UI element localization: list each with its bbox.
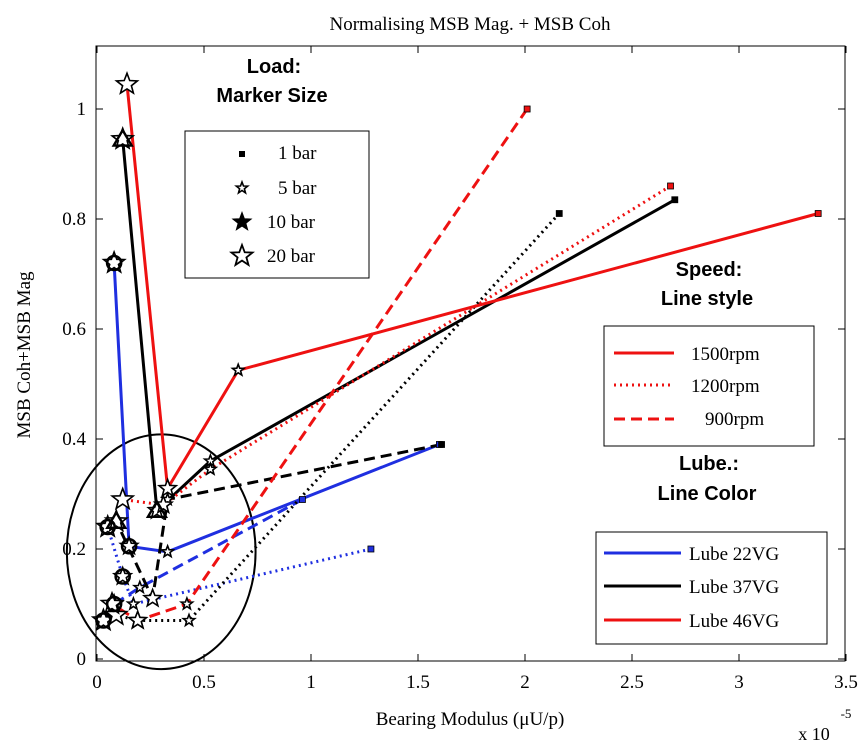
x-tick-label: 0 [92, 672, 102, 693]
data-point-1bar [667, 182, 674, 190]
y-tick-label: 1 [77, 99, 87, 120]
data-point-1bar [438, 441, 445, 448]
data-point-circle [105, 254, 123, 272]
x-axis-label: Bearing Modulus (μU/p) [376, 709, 565, 730]
load-legend-item-4: 20 bar [267, 246, 316, 267]
data-point-triangle [111, 127, 134, 147]
data-point-star [179, 595, 195, 611]
x-tick-label: 0.5 [192, 672, 216, 693]
data-point-star [101, 249, 127, 274]
y-tick-label: 0 [77, 649, 87, 670]
y-tick-label: 0.8 [62, 209, 86, 230]
lube-legend-item-3: Lube 46VG [689, 611, 780, 632]
data-point-star [141, 587, 164, 608]
x-tick-label: 1.5 [406, 672, 430, 693]
series-line [122, 184, 672, 507]
x-tick-label: 3.5 [834, 672, 858, 693]
data-point-1bar [814, 210, 822, 217]
data-point-1bar [671, 196, 679, 204]
x-multiplier-label: x 10 [798, 724, 830, 744]
y-tick-label: 0.2 [62, 539, 86, 560]
load-legend-marker-5bar [234, 179, 250, 195]
data-point-star [114, 71, 140, 95]
data-point-star [125, 595, 142, 611]
load-legend-box [184, 130, 370, 279]
series-line [115, 212, 561, 622]
data-point-star [230, 362, 247, 377]
lube-legend-box [595, 531, 828, 645]
series-markers [90, 71, 822, 632]
speed-legend-title-2: Line style [661, 288, 753, 310]
data-point-star [103, 508, 129, 533]
speed-legend-item-1: 1500rpm [691, 344, 760, 365]
speed-legend-item-3: 900rpm [705, 409, 764, 430]
load-legend-title-1: Load: [247, 56, 301, 78]
y-axis-label: MSB Coh+MSB Mag [14, 271, 35, 438]
data-point-star [156, 477, 179, 498]
speed-legend-item-2: 1200rpm [691, 376, 760, 397]
data-point-1bar [299, 496, 306, 503]
data-point-triangle [105, 510, 128, 529]
data-point-1bar [555, 210, 563, 217]
load-legend-item-1: 1 bar [278, 143, 317, 164]
lube-legend-item-2: Lube 37VG [689, 577, 780, 598]
data-point-1bar [523, 105, 531, 113]
data-point-circle [114, 568, 131, 585]
data-point-star [181, 612, 197, 628]
data-point-star [109, 486, 136, 511]
lube-legend-title-2: Line Color [658, 483, 757, 505]
data-point-star [202, 461, 219, 476]
axis-ticks: 0 0.5 1 1.5 2 2.5 3 3.5 0 0.2 0.4 0.6 0.8 1 [62, 46, 858, 693]
data-point-triangle [145, 499, 169, 518]
data-point-star [126, 609, 149, 630]
y-tick-label: 0.6 [62, 319, 86, 340]
x-tick-label: 1 [306, 672, 316, 693]
load-legend-item-3: 10 bar [267, 212, 316, 233]
lube-legend-item-1: Lube 22VG [689, 544, 780, 565]
data-point-star [110, 126, 136, 150]
speed-legend-title-1: Speed: [676, 259, 743, 281]
series-line [121, 139, 676, 514]
load-legend-title-2: Marker Size [216, 85, 327, 107]
load-legend-marker-20bar [229, 242, 255, 267]
y-tick-label: 0.4 [62, 429, 86, 450]
x-tick-label: 2.5 [620, 672, 644, 693]
data-point-star [131, 579, 148, 595]
data-point-1bar [367, 545, 375, 553]
x-tick-label: 3 [734, 672, 744, 693]
data-point-circle [105, 595, 123, 613]
x-tick-label: 2 [520, 672, 530, 693]
series-line [114, 443, 442, 604]
data-point-circle [120, 537, 138, 555]
lube-legend-title-1: Lube.: [679, 453, 739, 475]
series-line [125, 84, 819, 494]
x-multiplier-exponent: -5 [841, 706, 852, 721]
series-line [106, 526, 372, 606]
data-point-circle [95, 612, 112, 629]
load-legend-marker-10bar [231, 210, 253, 231]
plot-frame [95, 45, 846, 662]
load-legend-marker-1bar [239, 151, 245, 157]
load-legend-markers [229, 151, 255, 267]
data-point-star [159, 543, 176, 559]
chart-title: Normalising MSB Mag. + MSB Coh [330, 14, 611, 35]
load-legend-item-2: 5 bar [278, 178, 317, 199]
